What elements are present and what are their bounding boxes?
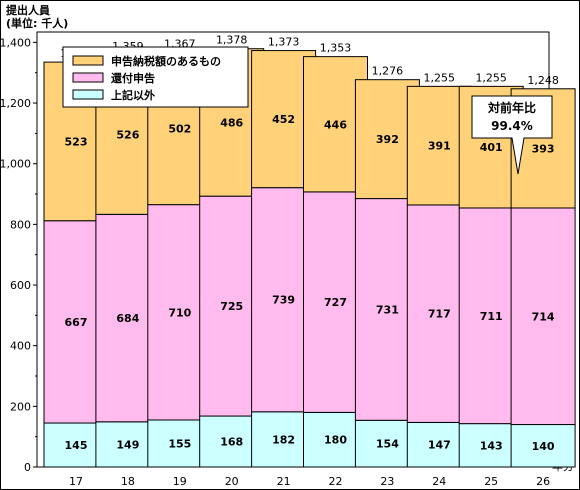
legend-swatch: [72, 89, 104, 100]
segment-value-label: 168: [220, 436, 243, 449]
yoy-callout-value: 99.4%: [491, 119, 533, 133]
legend-swatch: [72, 55, 104, 66]
segment-value-label: 526: [116, 129, 139, 142]
total-label: 1,255: [475, 71, 507, 84]
segment-value-label: 711: [480, 310, 503, 323]
x-tick-label: 24: [432, 475, 446, 488]
segment-value-label: 486: [220, 116, 243, 129]
total-label: 1,276: [372, 65, 404, 78]
x-tick-label: 22: [329, 475, 343, 488]
segment-value-label: 391: [428, 140, 451, 153]
segment-value-label: 147: [428, 439, 451, 452]
x-tick-label: 18: [121, 475, 135, 488]
legend-label: 申告納税額のあるもの: [111, 54, 221, 68]
y-tick-label: 1,200: [0, 97, 31, 110]
total-label: 1,248: [527, 74, 559, 87]
total-label: 1,378: [216, 34, 248, 47]
yoy-callout-box: [471, 95, 553, 175]
segment-value-label: 523: [65, 135, 88, 148]
x-tick-label: 26: [536, 475, 550, 488]
bar-segment-other: [510, 424, 576, 468]
x-tick-label: 23: [380, 475, 394, 488]
x-tick-label: 25: [484, 475, 498, 488]
yoy-callout-title: 対前年比: [487, 100, 536, 115]
legend-swatch: [72, 72, 104, 83]
x-tick-label: 19: [173, 475, 187, 488]
legend-label: 還付申告: [111, 71, 155, 85]
segment-value-label: 684: [116, 312, 139, 325]
bar-segment-refund: [510, 207, 576, 426]
y-tick-label: 1,400: [0, 36, 31, 49]
segment-value-label: 725: [220, 300, 243, 313]
segment-value-label: 739: [272, 294, 295, 307]
legend-label: 上記以外: [111, 88, 155, 102]
y-tick-label: 800: [10, 218, 31, 231]
segment-value-label: 154: [376, 438, 399, 451]
segment-value-label: 155: [168, 437, 191, 450]
segment-value-label: 180: [324, 434, 347, 447]
segment-value-label: 446: [324, 118, 347, 131]
chart-title: 提出人員: [6, 3, 50, 17]
x-tick-label: 20: [225, 475, 239, 488]
segment-value-label: 401: [480, 141, 503, 154]
total-label: 1,255: [424, 71, 456, 84]
segment-value-label: 149: [116, 438, 139, 451]
unit-label: (単位: 千人): [6, 16, 68, 30]
total-label: 1,353: [320, 42, 352, 55]
segment-value-label: 392: [376, 133, 399, 146]
x-tick-label: 21: [277, 475, 291, 488]
total-label: 1,373: [268, 36, 300, 49]
segment-value-label: 717: [428, 308, 451, 321]
y-tick-label: 600: [10, 279, 31, 292]
segment-value-label: 140: [532, 440, 555, 453]
y-tick-label: 400: [10, 340, 31, 353]
segment-value-label: 710: [168, 306, 191, 319]
segment-value-label: 393: [532, 142, 555, 155]
segment-value-label: 143: [480, 439, 503, 452]
x-tick-label: 17: [69, 475, 83, 488]
segment-value-label: 667: [65, 316, 88, 329]
segment-value-label: 182: [272, 433, 295, 446]
y-tick-label: 200: [10, 400, 31, 413]
y-tick-label: 0: [24, 461, 31, 474]
segment-value-label: 714: [532, 310, 555, 323]
segment-value-label: 502: [168, 123, 191, 136]
segment-value-label: 727: [324, 296, 347, 309]
segment-value-label: 145: [65, 439, 88, 452]
segment-value-label: 452: [272, 113, 295, 126]
y-tick-label: 1,000: [0, 158, 31, 171]
segment-value-label: 731: [376, 303, 399, 316]
